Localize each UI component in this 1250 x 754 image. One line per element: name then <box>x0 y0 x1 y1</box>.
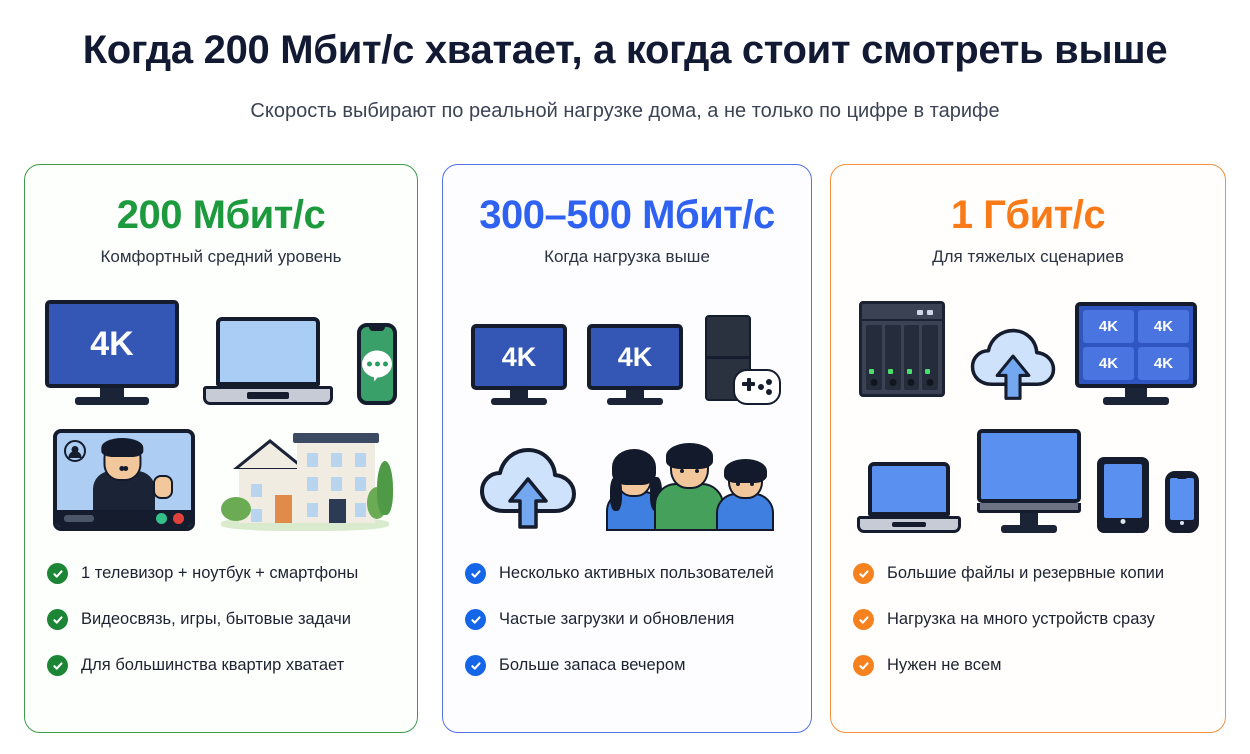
list-item-label: Частые загрузки и обновления <box>499 610 735 629</box>
check-icon <box>47 563 68 584</box>
list-item-label: Видеосвязь, игры, бытовые задачи <box>81 610 351 629</box>
cloud-upload-icon <box>969 323 1057 405</box>
list-item: Нагрузка на много устройств сразу <box>853 609 1203 630</box>
bullet-list-1gbps: Большие файлы и резервные копии Нагрузка… <box>831 563 1225 676</box>
check-icon <box>465 609 486 630</box>
chat-bubble-icon <box>362 350 392 382</box>
video-call-icon <box>53 429 195 531</box>
tv-screen-label: 4K <box>471 324 567 390</box>
check-icon <box>853 563 874 584</box>
speed-value: 1 Гбит/с <box>950 193 1106 237</box>
speed-value: 300–500 Мбит/с <box>479 193 775 237</box>
list-item-label: Больше запаса вечером <box>499 656 686 675</box>
illustration-row-1: 4K 4K <box>443 287 811 405</box>
card-header-300-500: 300–500 Мбит/с Когда нагрузка выше <box>443 195 811 267</box>
monitor-icon <box>977 429 1081 533</box>
speed-caption: Комфортный средний уровень <box>100 247 342 266</box>
check-icon <box>47 609 68 630</box>
speed-caption: Для тяжелых сценариев <box>932 247 1124 266</box>
tv-screen-label: 4K <box>45 300 179 388</box>
call-accept-dot <box>156 513 167 524</box>
bullet-list-200: 1 телевизор + ноутбук + смартфоны Видеос… <box>25 563 417 676</box>
list-item: 1 телевизор + ноутбук + смартфоны <box>47 563 395 584</box>
house-building-icon <box>221 429 393 531</box>
tv-4k-icon: 4K <box>45 300 179 405</box>
list-item-label: Для большинства квартир хватает <box>81 656 345 675</box>
quad-label: 4K <box>1138 310 1189 343</box>
illustration-row-1: 4K <box>25 287 417 405</box>
tier-card-200mbps: 200 Мбит/с Комфортный средний уровень 4K <box>24 164 418 733</box>
quad-label: 4K <box>1138 347 1189 380</box>
check-icon <box>465 655 486 676</box>
card-header-200: 200 Мбит/с Комфортный средний уровень <box>25 195 417 267</box>
illustration-row-2 <box>443 421 811 531</box>
tv-4k-icon: 4K <box>587 324 683 405</box>
list-item-label: Нагрузка на много устройств сразу <box>887 610 1155 629</box>
card-header-1gbps: 1 Гбит/с Для тяжелых сценариев <box>831 195 1225 267</box>
illustration-row-1: 4K 4K 4K 4K <box>831 287 1225 405</box>
list-item: Частые загрузки и обновления <box>465 609 789 630</box>
list-item-label: Несколько активных пользователей <box>499 564 774 583</box>
laptop-icon <box>857 462 961 533</box>
bullet-list-300-500: Несколько активных пользователей Частые … <box>443 563 811 676</box>
tv-4k-icon: 4K <box>471 324 567 405</box>
list-item: Видеосвязь, игры, бытовые задачи <box>47 609 395 630</box>
tv-screen-label: 4K <box>587 324 683 390</box>
laptop-icon <box>203 317 333 405</box>
illustration-row-2 <box>831 421 1225 533</box>
list-item: Нужен не всем <box>853 655 1203 676</box>
phone-chat-icon <box>357 323 397 405</box>
speed-caption: Когда нагрузка выше <box>544 247 710 266</box>
list-item: Для большинства квартир хватает <box>47 655 395 676</box>
people-group-icon <box>604 427 776 531</box>
page-title: Когда 200 Мбит/с хватает, а когда стоит … <box>82 28 1168 72</box>
tier-card-300-500mbps: 300–500 Мбит/с Когда нагрузка выше 4K 4K <box>442 164 812 733</box>
check-icon <box>47 655 68 676</box>
quad-label: 4K <box>1083 347 1134 380</box>
check-icon <box>465 563 486 584</box>
speed-value: 200 Мбит/с <box>116 193 326 237</box>
phone-icon <box>1165 471 1199 533</box>
list-item-label: Большие файлы и резервные копии <box>887 564 1165 583</box>
game-console-icon <box>703 309 783 405</box>
illustration-row-2 <box>25 421 417 531</box>
cloud-upload-icon <box>478 445 578 531</box>
quad-label: 4K <box>1083 310 1134 343</box>
monitor-quad-4k-icon: 4K 4K 4K 4K <box>1075 302 1197 405</box>
nas-server-icon <box>859 301 951 405</box>
list-item: Больше запаса вечером <box>465 655 789 676</box>
tablet-icon <box>1097 457 1149 533</box>
call-end-dot <box>173 513 184 524</box>
list-item: Несколько активных пользователей <box>465 563 789 584</box>
page-subtitle: Скорость выбирают по реальной нагрузке д… <box>250 100 1000 122</box>
list-item-label: Нужен не всем <box>887 656 1002 675</box>
game-controller-icon <box>733 369 781 405</box>
tier-card-1gbps: 1 Гбит/с Для тяжелых сценариев <box>830 164 1226 733</box>
list-item-label: 1 телевизор + ноутбук + смартфоны <box>81 564 359 583</box>
check-icon <box>853 655 874 676</box>
check-icon <box>853 609 874 630</box>
list-item: Большие файлы и резервные копии <box>853 563 1203 584</box>
